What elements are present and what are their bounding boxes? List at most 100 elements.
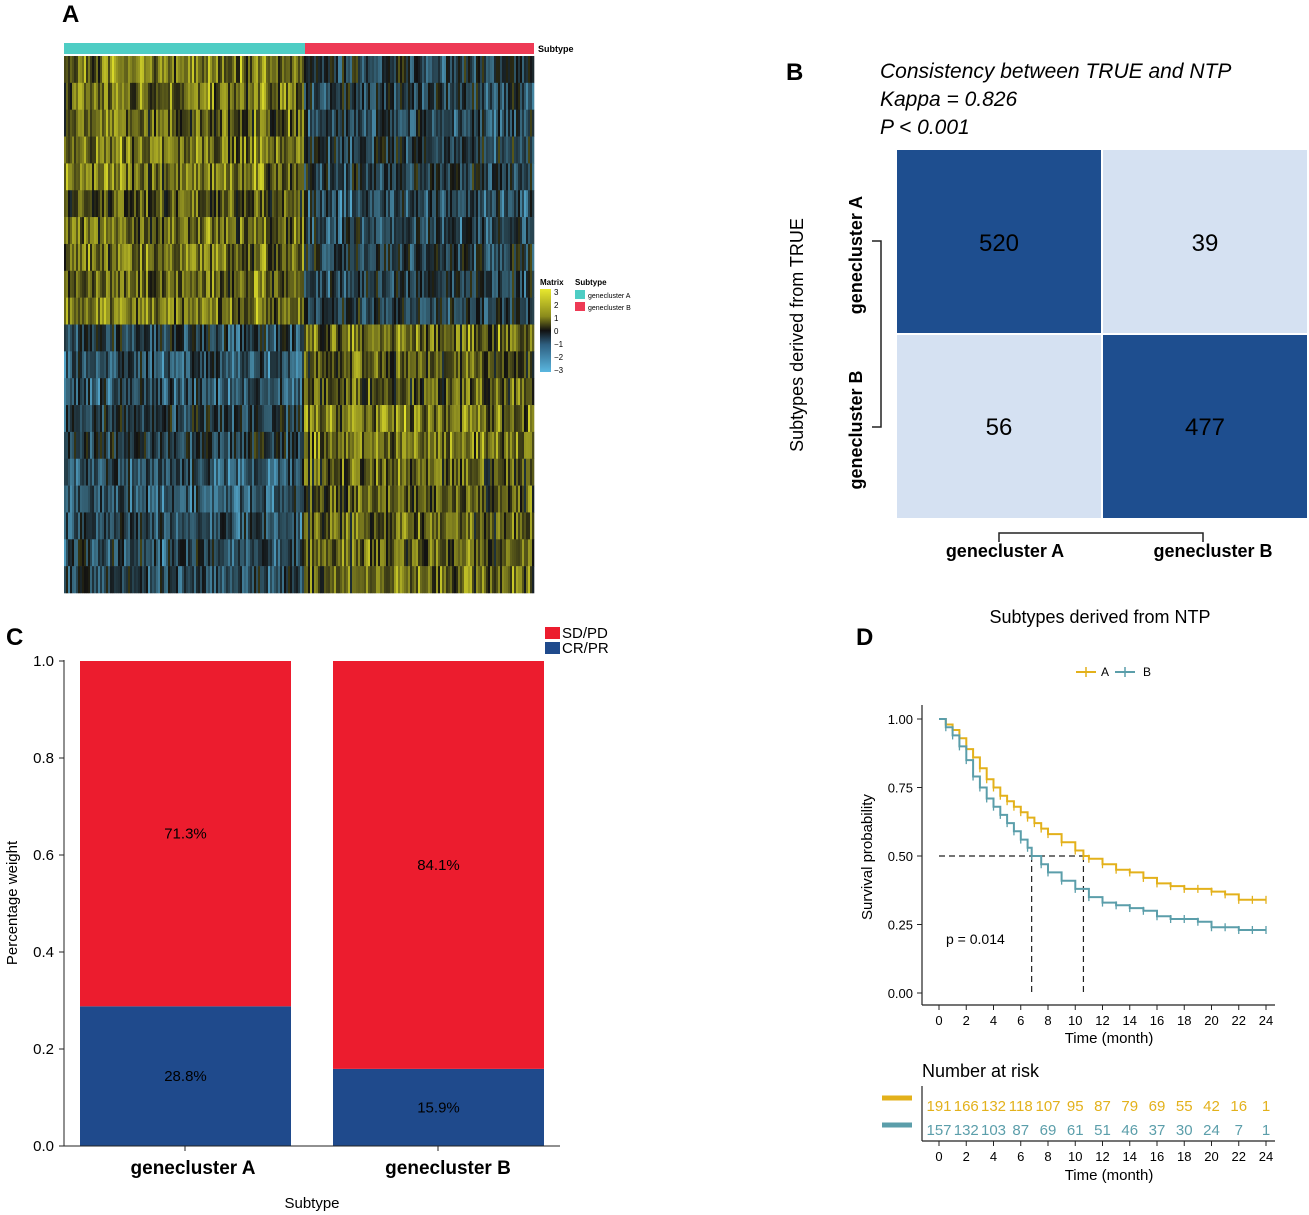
heatmap-cell (434, 270, 437, 298)
heatmap-cell (360, 458, 363, 486)
heatmap-cell (516, 566, 519, 594)
heatmap-cell (90, 378, 93, 406)
heatmap-cell (90, 351, 93, 379)
heatmap-cell (342, 109, 345, 137)
heatmap-cell (482, 109, 485, 137)
heatmap-cell (294, 136, 297, 164)
heatmap-cell (276, 163, 279, 191)
heatmap-cell (402, 217, 405, 245)
heatmap-cell (334, 217, 337, 245)
heatmap-cell (410, 243, 413, 272)
heatmap-cell (278, 163, 281, 191)
heatmap-cell (132, 82, 135, 110)
heatmap-cell (240, 163, 243, 191)
heatmap-cell (488, 539, 491, 567)
heatmap-cell (482, 270, 485, 298)
heatmap-cell (184, 56, 187, 84)
heatmap-cell (418, 243, 421, 272)
heatmap-cell (320, 297, 323, 325)
heatmap-cell (74, 109, 77, 137)
heatmap-cell (448, 56, 451, 84)
heatmap-cell (488, 458, 491, 486)
risk-x-axis-title: Time (month) (1065, 1167, 1154, 1184)
heatmap-cell (470, 485, 473, 513)
heatmap-cell (292, 109, 295, 137)
heatmap-cell (414, 539, 417, 567)
heatmap-cell (164, 485, 167, 513)
heatmap-cell (308, 297, 311, 325)
heatmap-cell (498, 297, 501, 325)
heatmap-cell (400, 539, 403, 567)
heatmap-cell (264, 190, 267, 218)
heatmap-cell (64, 243, 67, 272)
heatmap-cell (466, 566, 469, 594)
heatmap-cell (302, 136, 305, 164)
heatmap-cell (262, 190, 265, 218)
heatmap-cell (480, 378, 483, 406)
heatmap-cell (232, 458, 235, 486)
heatmap-cell (98, 163, 101, 191)
heatmap-cell (252, 458, 255, 486)
heatmap-cell (338, 163, 341, 191)
heatmap-cell (524, 539, 527, 567)
heatmap-cell (164, 324, 167, 352)
heatmap-cell (364, 485, 367, 513)
heatmap-cell (116, 566, 119, 594)
heatmap-cell (236, 56, 239, 84)
heatmap-cell (450, 297, 453, 325)
heatmap-cell (238, 485, 241, 513)
heatmap-cell (172, 297, 175, 325)
heatmap-cell (312, 190, 315, 218)
heatmap-cell (334, 431, 337, 460)
heatmap-cell (176, 485, 179, 513)
heatmap-cell (254, 297, 257, 325)
heatmap-cell (104, 351, 107, 379)
heatmap-cell (234, 405, 237, 433)
heatmap-cell (426, 297, 429, 325)
heatmap-cell (164, 217, 167, 245)
heatmap-cell (186, 458, 189, 486)
heatmap-cell (134, 351, 137, 379)
heatmap-cell (516, 56, 519, 84)
heatmap-cell (170, 405, 173, 433)
heatmap-cell (286, 324, 289, 352)
heatmap-cell (182, 270, 185, 298)
heatmap-cell (114, 163, 117, 191)
legend-swatch-sdpd (545, 627, 560, 639)
heatmap-cell (196, 485, 199, 513)
heatmap-cell (346, 324, 349, 352)
heatmap-cell (272, 270, 275, 298)
heatmap-cell (478, 485, 481, 513)
heatmap-cell (514, 217, 517, 245)
heatmap-cell (222, 297, 225, 325)
heatmap-cell (444, 378, 447, 406)
heatmap-cell (364, 297, 367, 325)
heatmap-cell (138, 512, 141, 540)
heatmap-cell (322, 324, 325, 352)
heatmap-cell (426, 458, 429, 486)
heatmap-cell (128, 378, 131, 406)
heatmap-cell (324, 243, 327, 272)
heatmap-cell (126, 512, 129, 540)
heatmap-cell (410, 512, 413, 540)
heatmap-cell (378, 458, 381, 486)
heatmap-cell (314, 163, 317, 191)
heatmap-cell (522, 378, 525, 406)
heatmap-cell (126, 217, 129, 245)
heatmap-cell (486, 190, 489, 218)
heatmap-cell (184, 136, 187, 164)
heatmap-cell (118, 56, 121, 84)
km-y-tick-label: 0.50 (888, 849, 913, 864)
heatmap-cell (166, 405, 169, 433)
heatmap-cell (480, 109, 483, 137)
heatmap-cell (378, 512, 381, 540)
heatmap-cell (518, 56, 521, 84)
heatmap-cell (274, 136, 277, 164)
heatmap-cell (70, 485, 73, 513)
heatmap-cell (354, 56, 357, 84)
heatmap-cell (498, 270, 501, 298)
heatmap-cell (64, 56, 67, 84)
heatmap-cell (402, 512, 405, 540)
heatmap-cell (302, 378, 305, 406)
heatmap-cell (230, 270, 233, 298)
